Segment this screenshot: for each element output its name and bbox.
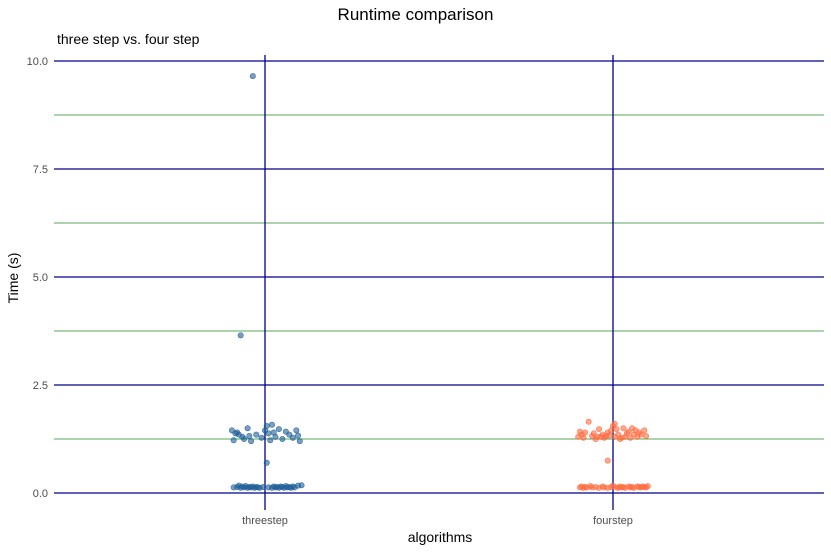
data-point: [263, 423, 270, 430]
chart-title: Runtime comparison: [337, 5, 494, 24]
data-point: [275, 426, 282, 433]
data-point: [611, 420, 618, 427]
y-tick-label: 7.5: [33, 164, 48, 176]
points-layer: [228, 73, 651, 491]
data-point: [237, 332, 244, 339]
y-axis-title: Time (s): [5, 253, 21, 304]
data-point: [296, 438, 303, 445]
data-point: [260, 483, 267, 490]
data-point: [265, 430, 272, 437]
data-point: [249, 73, 256, 80]
data-point: [241, 435, 248, 442]
grid-layer: [54, 55, 824, 510]
data-point: [295, 432, 302, 439]
chart-subtitle: three step vs. four step: [57, 31, 200, 47]
data-point: [641, 427, 648, 434]
ticks-layer: 0.0 2.5 5.0 7.5 10.0 threestep fourstep: [27, 56, 633, 527]
data-point: [585, 418, 592, 425]
data-point: [258, 434, 265, 441]
y-tick-label: 0.0: [33, 488, 48, 500]
data-point: [582, 429, 589, 436]
data-point: [253, 431, 260, 438]
data-point: [644, 483, 651, 490]
data-point: [643, 432, 650, 439]
data-point: [596, 426, 603, 433]
x-tick-label: threestep: [242, 515, 288, 527]
data-point: [604, 457, 611, 464]
data-point: [267, 437, 274, 444]
data-point: [606, 432, 613, 439]
y-tick-label: 2.5: [33, 380, 48, 392]
data-point: [246, 432, 253, 439]
x-tick-label: fourstep: [593, 515, 633, 527]
data-point: [279, 435, 286, 442]
y-tick-label: 5.0: [33, 272, 48, 284]
data-point: [293, 427, 300, 434]
y-tick-label: 10.0: [27, 56, 48, 68]
data-point: [298, 482, 305, 489]
data-point: [244, 425, 251, 432]
data-point: [272, 433, 279, 440]
data-point: [263, 459, 270, 466]
data-point: [580, 434, 587, 441]
data-point: [268, 421, 275, 428]
data-point: [620, 425, 627, 432]
x-axis-title: algorithms: [408, 529, 473, 545]
data-point: [230, 437, 237, 444]
data-point: [613, 426, 620, 433]
data-point: [248, 438, 255, 445]
data-point: [289, 434, 296, 441]
